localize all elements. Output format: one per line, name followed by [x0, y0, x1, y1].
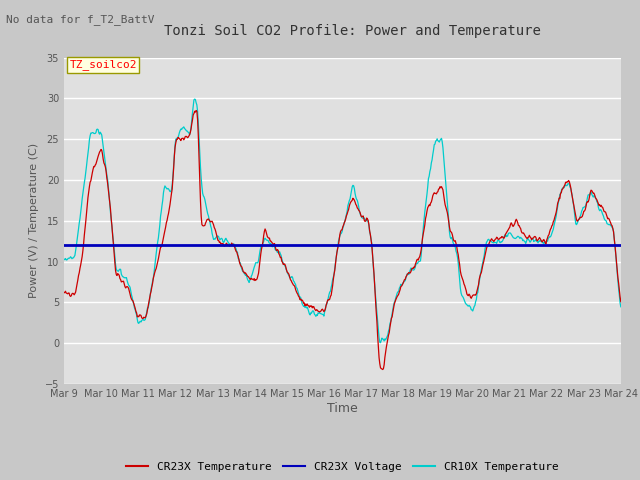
Legend: CR23X Temperature, CR23X Voltage, CR10X Temperature: CR23X Temperature, CR23X Voltage, CR10X … [122, 457, 563, 476]
Text: TZ_soilco2: TZ_soilco2 [70, 60, 137, 70]
X-axis label: Time: Time [327, 402, 358, 415]
Y-axis label: Power (V) / Temperature (C): Power (V) / Temperature (C) [29, 143, 39, 299]
Text: No data for f_T2_BattV: No data for f_T2_BattV [6, 14, 155, 25]
Text: Tonzi Soil CO2 Profile: Power and Temperature: Tonzi Soil CO2 Profile: Power and Temper… [164, 24, 540, 38]
